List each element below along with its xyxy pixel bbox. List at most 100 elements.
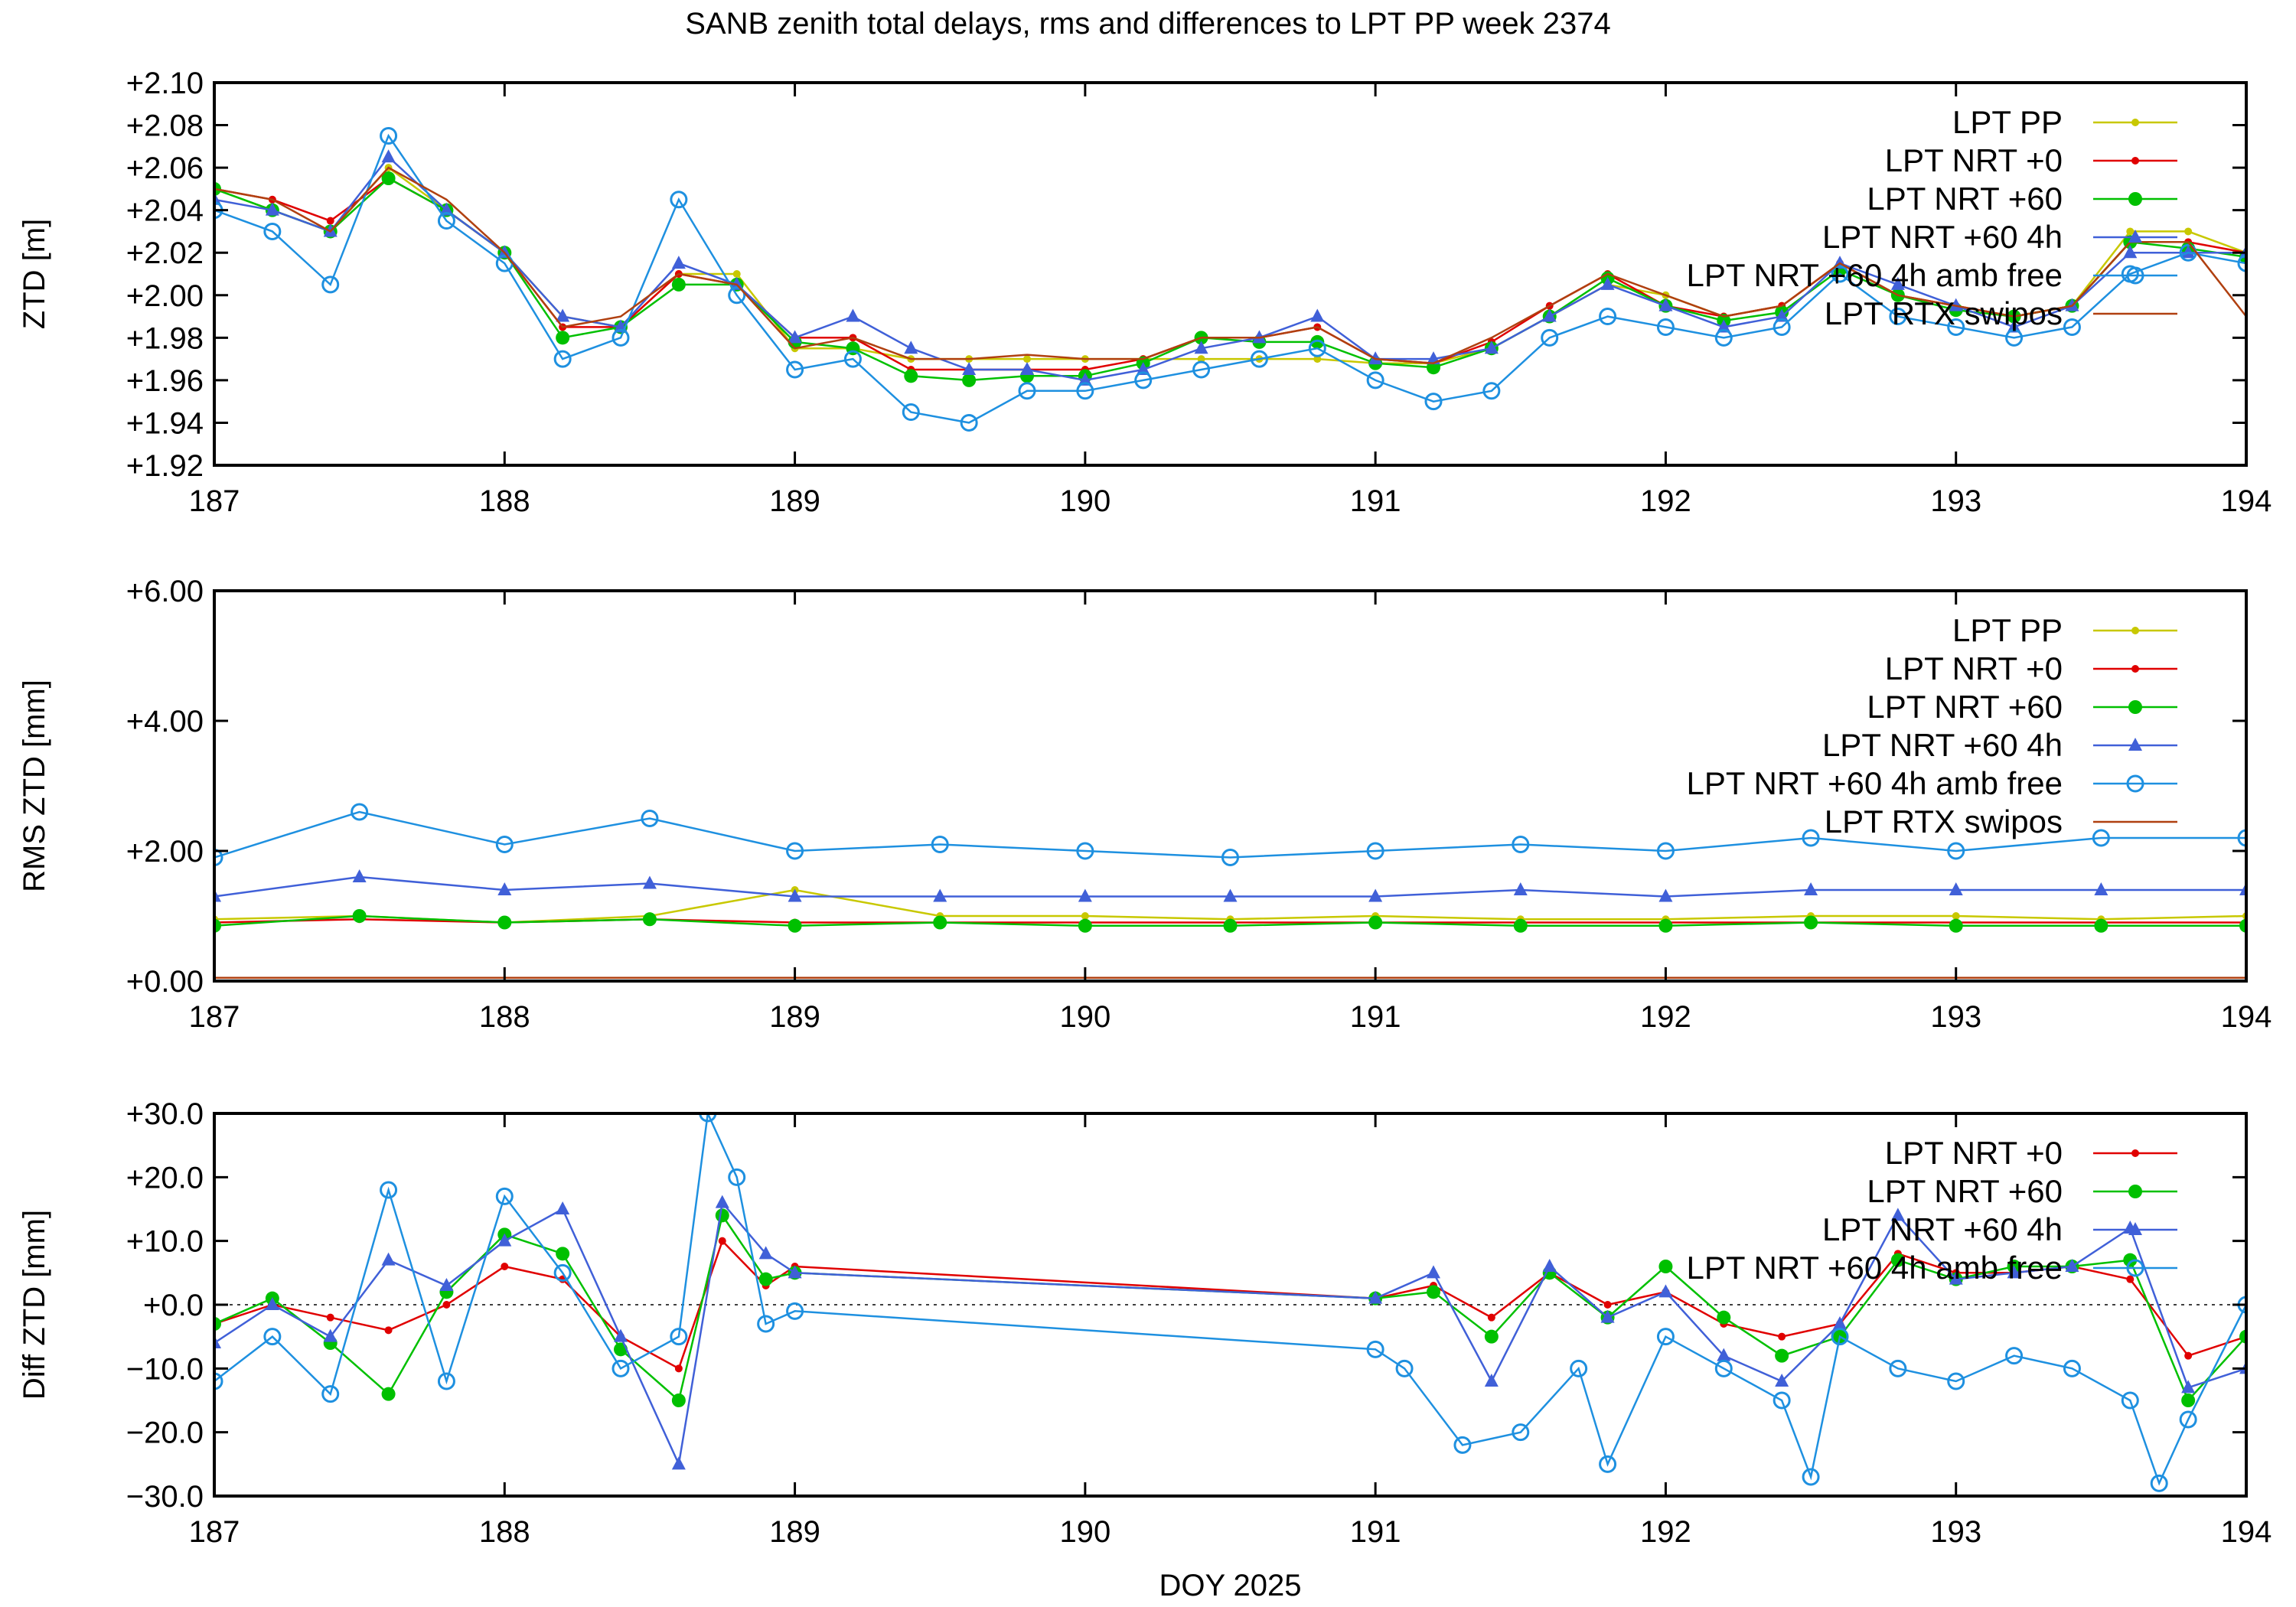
panel-3-series-3-point-27 — [2181, 1380, 2196, 1393]
panel-3-legend-marker-4 — [2126, 1259, 2144, 1277]
panel-2-series-3-point-2 — [352, 909, 367, 923]
panel-2-series-3-point-4 — [642, 912, 657, 927]
panel-2-ytick-label-1: +0.00 — [126, 965, 204, 999]
panel-1-series-5-point-11 — [786, 360, 804, 379]
panel-3-series-1-point-17 — [1603, 1301, 1612, 1309]
panel-1-series-4 — [214, 149, 2246, 386]
panel-2-series-4-point-10 — [1513, 882, 1528, 895]
panel-3-ytick-label-2: −20.0 — [126, 1416, 204, 1450]
panel-1-series-4-point-23 — [1484, 341, 1499, 354]
panel-1-series-5-point-7 — [553, 350, 572, 368]
panel-3-series-1-point-20 — [1778, 1332, 1786, 1341]
panel-1-series-5-point-2 — [263, 222, 282, 240]
panel-2-series-4-point-6 — [933, 888, 947, 902]
panel-3-ylabel: Diff ZTD [mm] — [18, 1210, 51, 1400]
panel-3-xtick-label-7: 193 — [1930, 1515, 1981, 1549]
panel-1-ylabel: ZTD [m] — [18, 219, 51, 329]
panel-1-series-5-point-19 — [1250, 350, 1268, 368]
panel-3-series-3-point-9 — [671, 1456, 686, 1470]
panel-3-series-4-point-21 — [1714, 1359, 1733, 1377]
panel-1-series-5-point-20 — [1308, 339, 1326, 357]
panel-1-series-5-point-4 — [380, 126, 398, 145]
panel-3-ytick-label-3: −10.0 — [126, 1352, 204, 1386]
panel-1-series-5-point-26 — [1656, 318, 1675, 336]
panel-3-series-4-point-4 — [380, 1181, 398, 1199]
panel-1-legend-label-1: LPT PP — [1952, 104, 2063, 140]
panel-3-series-1-point-4 — [384, 1326, 393, 1335]
panel-1-series-4-point-9 — [671, 256, 686, 269]
panel-2-series-5-point-14 — [2092, 829, 2110, 847]
panel-2-xtick-label-5: 191 — [1350, 1000, 1401, 1034]
panel-3-xtick-label-6: 192 — [1640, 1515, 1691, 1549]
panel-1-series-5-point-27 — [1714, 328, 1733, 347]
panel-2-ylabel: RMS ZTD [mm] — [18, 680, 51, 892]
panel-1-series-4-point-7 — [556, 308, 570, 322]
panel-2-series-4-point-7 — [1078, 888, 1092, 902]
panel-3-series-4-line — [214, 1113, 2246, 1486]
panel-1-series-1-point-20 — [1313, 355, 1322, 363]
panel-1-legend-marker-3 — [2128, 192, 2142, 206]
panel-3-series-4-point-8 — [612, 1359, 630, 1377]
panel-2-series-3-point-11 — [1658, 918, 1673, 933]
panel-3-series-2-point-14 — [1427, 1285, 1440, 1299]
panel-2-series-4-point-5 — [788, 888, 802, 902]
panel-3-series-4-point-20 — [1656, 1328, 1675, 1346]
panel-3-series-4-point-18 — [1570, 1359, 1588, 1377]
panel-3-series-2-point-11 — [758, 1272, 773, 1286]
panel-2-series-5-point-1 — [214, 849, 223, 866]
panel-3-series-1-point-5 — [442, 1301, 451, 1309]
panel-1-xtick-label-5: 191 — [1350, 484, 1401, 518]
panel-3-xtick-label-8: 194 — [2221, 1515, 2272, 1549]
panel-2-xtick-label-1: 187 — [189, 1000, 240, 1034]
panel-1-series-3-point-14 — [962, 373, 977, 387]
panel-1-series-3-point-9 — [671, 277, 686, 292]
panel-3-series-4-point-22 — [1773, 1391, 1791, 1410]
panel-1-series-5-point-14 — [960, 413, 978, 432]
panel-2-series-3-point-10 — [1513, 918, 1528, 933]
panel-3-series-3-point-19 — [1717, 1348, 1731, 1361]
panel-2-series-3-point-5 — [788, 918, 802, 933]
panel-1-series-4-line — [214, 155, 2246, 382]
panel-1-legend-label-6: LPT RTX swipos — [1825, 295, 2063, 331]
panel-2-series-5-line — [214, 810, 2246, 859]
panel-1-xtick-label-4: 190 — [1059, 484, 1110, 518]
panel-2-series-5-point-5 — [786, 842, 804, 860]
panel-3: 187 188 189 190 191 192 193 194 −30.0 −20.0 −10.0 +… — [18, 1097, 2272, 1602]
panel-3-series-3-point-1 — [214, 1335, 221, 1348]
panel-3-series-3-point-22 — [1890, 1208, 1905, 1221]
panel-2-series-4-point-11 — [1658, 888, 1673, 902]
panel-2-legend-marker-1 — [2131, 627, 2139, 634]
panel-1-series-2-point-3 — [326, 217, 334, 225]
panel-2-legend-label-1: LPT PP — [1952, 612, 2063, 648]
panel-1-series-4-point-11 — [788, 330, 802, 344]
panel-3-series-2-point-9 — [671, 1393, 686, 1407]
panel-1-xtick-label-6: 192 — [1640, 484, 1691, 518]
panel-1-ytick-label-2: +1.94 — [126, 406, 204, 440]
panel-2-series-3-point-14 — [2094, 918, 2108, 933]
panel-2-legend-marker-2 — [2131, 665, 2139, 673]
panel-3-series-3-point-13 — [1368, 1290, 1383, 1304]
panel-3-series-4-point-29 — [2121, 1391, 2139, 1410]
panel-1-series-4-point-5 — [439, 202, 454, 216]
panel-1-series-5-point-17 — [1134, 371, 1153, 390]
panel-3-series-3-point-11 — [758, 1246, 773, 1260]
panel-3-series-3-point-15 — [1484, 1374, 1499, 1387]
panel-2-series-5-point-2 — [351, 803, 369, 821]
panel-3-xtick-label-3: 189 — [769, 1515, 820, 1549]
panel-1-series-1-point-10 — [732, 270, 741, 278]
panel-1-ytick-label-8: +2.06 — [126, 152, 204, 185]
panel-3-series-3-point-12 — [788, 1265, 802, 1279]
panel-1-series-3-point-13 — [904, 369, 918, 383]
panel-2-xtick-label-8: 194 — [2221, 1000, 2272, 1034]
panel-3-xtick-label-4: 190 — [1059, 1515, 1110, 1549]
panel-3-series-3-line — [214, 1200, 2246, 1468]
panel-1-series-5-point-24 — [1541, 328, 1559, 347]
panel-1-series-4-point-26 — [1658, 298, 1673, 311]
panel-1-legend-marker-1 — [2131, 119, 2139, 126]
panel-3-series-2-point-22 — [1890, 1253, 1905, 1267]
panel-3-ytick-label-4: +0.0 — [143, 1289, 204, 1322]
panel-2-series-3-point-3 — [497, 915, 512, 930]
panel-3-series-1-point-15 — [1487, 1313, 1495, 1322]
panel-2-series-5-point-3 — [495, 836, 514, 853]
panel-3-series-2-point-1 — [214, 1317, 221, 1331]
